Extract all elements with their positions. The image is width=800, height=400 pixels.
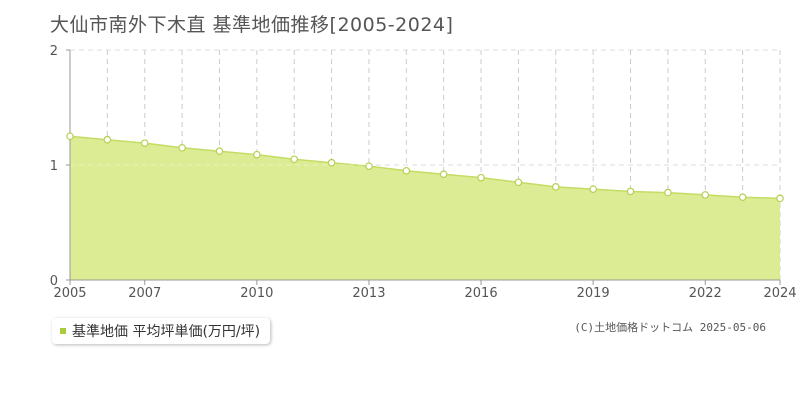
data-point-2007 bbox=[140, 139, 149, 147]
data-point-2012 bbox=[327, 158, 336, 167]
data-point-2019 bbox=[589, 185, 597, 193]
data-point-2017 bbox=[514, 178, 523, 187]
y-tick-label-0: 0 bbox=[50, 274, 58, 289]
x-tick-label-2016: 2016 bbox=[465, 286, 498, 301]
data-point-2010 bbox=[253, 150, 261, 159]
data-point-2021 bbox=[664, 188, 672, 197]
data-point-2011 bbox=[290, 155, 299, 164]
y-tick-label-1: 1 bbox=[50, 159, 58, 174]
series-line bbox=[69, 135, 781, 200]
data-point-2016 bbox=[477, 173, 485, 182]
data-point-2015 bbox=[439, 170, 448, 179]
legend-swatch bbox=[60, 328, 66, 334]
data-point-2005 bbox=[66, 132, 74, 141]
x-tick-label-2022: 2022 bbox=[689, 286, 722, 301]
data-point-2006 bbox=[103, 135, 112, 144]
y-tick-labels: 0 1 2 bbox=[50, 44, 70, 289]
x-tick-label-2007: 2007 bbox=[128, 286, 161, 301]
chart-title: 大仙市南外下木直 基準地価推移[2005-2024] bbox=[50, 14, 454, 36]
y-tick-label-2: 2 bbox=[50, 44, 58, 59]
data-points bbox=[66, 132, 784, 203]
data-point-2014 bbox=[402, 166, 411, 175]
x-tick-label-2013: 2013 bbox=[352, 286, 385, 301]
data-point-2009 bbox=[215, 147, 224, 156]
data-point-2013 bbox=[365, 162, 373, 170]
legend-label: 基準地価 平均坪単価(万円/坪) bbox=[72, 324, 261, 340]
data-point-2008 bbox=[178, 143, 186, 152]
legend: 基準地価 平均坪単価(万円/坪) bbox=[52, 318, 271, 344]
data-point-2018 bbox=[551, 183, 560, 191]
horizontal-gridlines-overlay bbox=[70, 49, 780, 166]
credit-text: (C)土地価格ドットコム 2025-05-06 bbox=[574, 321, 766, 334]
x-tick-label-2024: 2024 bbox=[763, 286, 796, 301]
data-point-2023 bbox=[738, 193, 747, 202]
x-tick-label-2010: 2010 bbox=[240, 286, 273, 301]
x-tick-label-2019: 2019 bbox=[577, 286, 610, 301]
x-tick-labels: 2005 2007 2010 2013 2016 2019 2022 2024 bbox=[53, 280, 797, 301]
x-tick-label-2005: 2005 bbox=[53, 286, 86, 301]
data-point-2020 bbox=[626, 187, 635, 196]
area-fill bbox=[70, 136, 780, 280]
data-point-2022 bbox=[701, 191, 710, 199]
data-point-2024 bbox=[776, 194, 784, 203]
